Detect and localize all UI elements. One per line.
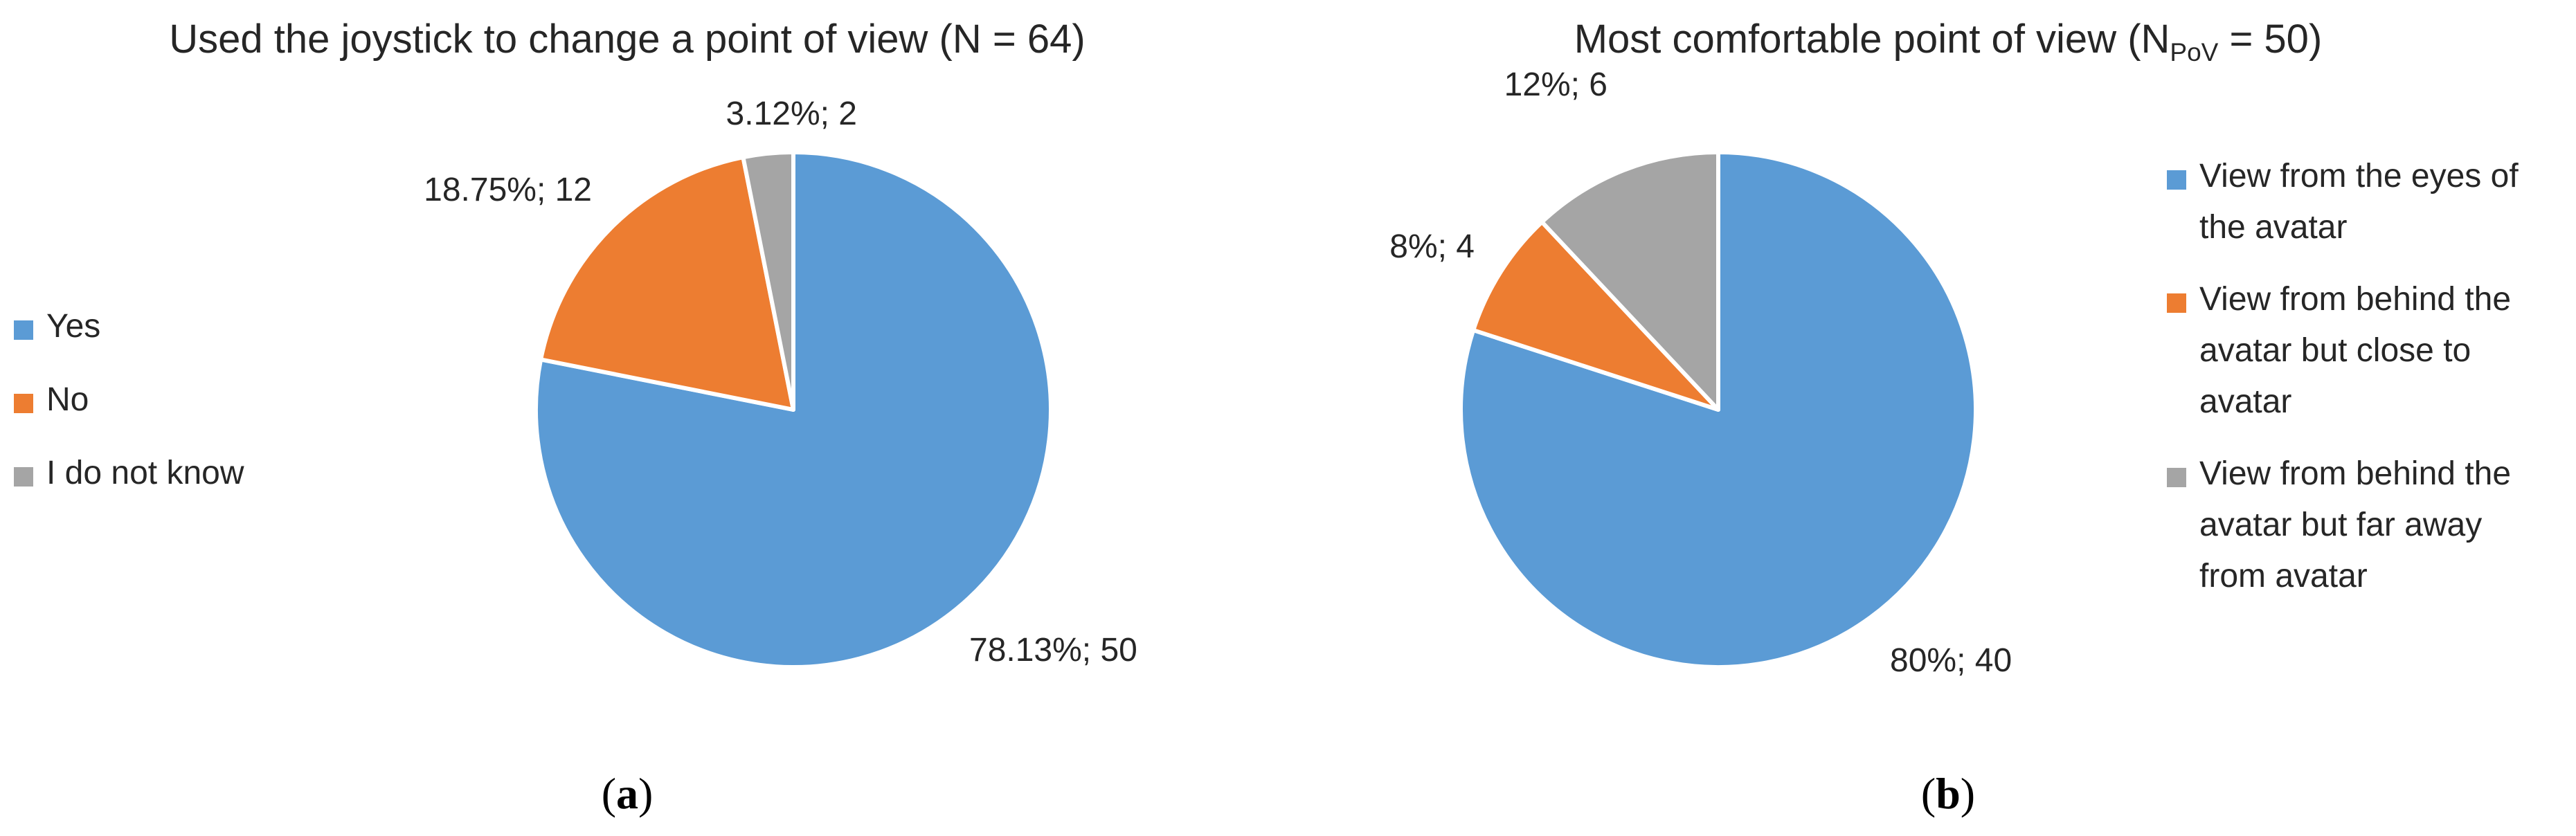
chart-a-data-label-no: 18.75%; 12 (424, 172, 592, 208)
chart-a-legend: Yes No I do not know (14, 308, 244, 491)
chart-b-legend-label-view-from-behind-the-avatar-but-close-to-avatar: View from behind the avatar but close to a… (2199, 281, 2511, 420)
chart-a-pie (534, 150, 1053, 669)
chart-a-data-labels: 78.13%; 50 18.75%; 12 3.12%; 2 (424, 96, 1137, 669)
chart-b-title-suffix: = 50) (2218, 17, 2322, 62)
chart-b-panel-letter: b (1936, 769, 1961, 818)
chart-b-pie (1459, 150, 1978, 669)
chart-a-slice-no (539, 155, 795, 412)
chart-a-title: Used the joystick to change a point of v… (169, 17, 1085, 62)
chart-b-slice-view-from-behind-the-avatar-but-close-to-avatar (1471, 219, 1720, 412)
chart-a-slice-i-do-not-know (741, 150, 795, 412)
chart-a-legend-label-i-do-not-know: I do not know (46, 455, 244, 491)
chart-b-legend-swatch-view-from-behind-the-avatar-but-far-away-from-avatar (2167, 468, 2186, 487)
chart-b-data-label-view-from-behind-the-avatar-but-close-to-avatar: 8%; 4 (1389, 228, 1475, 265)
chart-a-legend-swatch-no (14, 394, 33, 413)
chart-b-slice-view-from-behind-the-avatar-but-far-away-from-avatar (1540, 150, 1720, 412)
chart-b-legend-label-view-from-the-eyes-of-the-avatar: View from the eyes of the avatar (2199, 158, 2519, 246)
chart-b-data-label-view-from-the-eyes-of-the-avatar: 80%; 40 (1890, 642, 2012, 679)
chart-b-title-subscript: PoV (2170, 38, 2218, 66)
chart-a-legend-swatch-i-do-not-know (14, 467, 33, 487)
chart-b-legend-label-view-from-behind-the-avatar-but-far-away-from-avatar: View from behind the avatar but far away f… (2199, 455, 2511, 594)
chart-b-legend: View from the eyes of the avatar View from… (2167, 158, 2519, 594)
chart-b-data-label-view-from-behind-the-avatar-but-far-away-from-avatar: 12%; 6 (1504, 66, 1607, 103)
chart-a-legend-label-yes: Yes (46, 308, 100, 345)
chart-b: Most comfortable point of view (NPoV = 5… (1389, 17, 2519, 818)
chart-a-data-label-i-do-not-know: 3.12%; 2 (726, 96, 857, 132)
chart-b-panel-label: (b) (1921, 769, 1975, 818)
chart-b-title: Most comfortable point of view (NPoV = 5… (1574, 17, 2323, 66)
chart-a-legend-swatch-yes (14, 320, 33, 340)
chart-b-legend-swatch-view-from-behind-the-avatar-but-close-to-avatar (2167, 293, 2186, 313)
chart-a-data-label-yes: 78.13%; 50 (969, 632, 1137, 669)
chart-a-panel-letter: a (616, 769, 638, 818)
chart-a-legend-label-no: No (46, 381, 89, 418)
chart-b-title-main: Most comfortable point of view (N (1574, 17, 2170, 62)
chart-a-panel-label: (a) (602, 769, 654, 818)
chart-a: Used the joystick to change a point of v… (14, 17, 1137, 818)
chart-b-data-labels: 80%; 40 8%; 4 12%; 6 (1389, 66, 2012, 679)
chart-b-legend-swatch-view-from-the-eyes-of-the-avatar (2167, 170, 2186, 190)
